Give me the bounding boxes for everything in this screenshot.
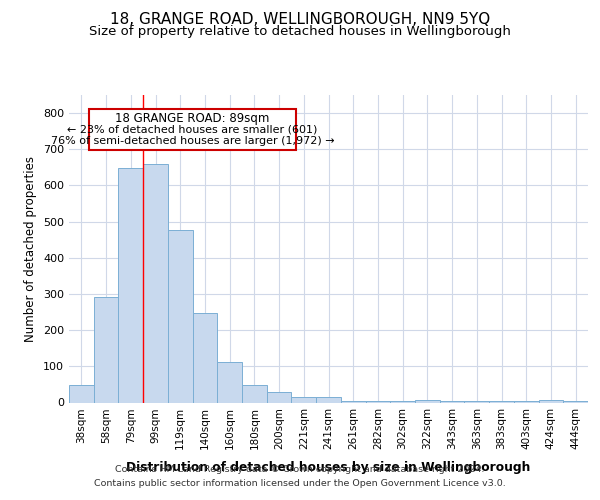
Bar [143,164,168,402]
Text: 76% of semi-detached houses are larger (1,972) →: 76% of semi-detached houses are larger (… [51,136,334,145]
Bar [217,362,242,403]
Bar [440,400,464,402]
Bar [168,230,193,402]
Text: Contains HM Land Registry data © Crown copyright and database right 2024.: Contains HM Land Registry data © Crown c… [115,465,485,474]
Bar [365,400,390,402]
Bar [267,392,292,402]
Bar [118,168,143,402]
Bar [464,400,489,402]
Text: Contains public sector information licensed under the Open Government Licence v3: Contains public sector information licen… [94,478,506,488]
Bar [415,400,440,402]
Bar [514,400,539,402]
Bar [563,400,588,402]
Bar [193,313,217,402]
Text: 18 GRANGE ROAD: 89sqm: 18 GRANGE ROAD: 89sqm [115,112,270,126]
Bar [242,385,267,402]
Text: ← 23% of detached houses are smaller (601): ← 23% of detached houses are smaller (60… [67,124,318,134]
Bar [539,400,563,402]
Bar [94,296,118,403]
Text: 18, GRANGE ROAD, WELLINGBOROUGH, NN9 5YQ: 18, GRANGE ROAD, WELLINGBOROUGH, NN9 5YQ [110,12,490,28]
Bar [69,386,94,402]
Y-axis label: Number of detached properties: Number of detached properties [25,156,37,342]
FancyBboxPatch shape [89,110,296,150]
Bar [341,400,365,402]
Bar [292,397,316,402]
Text: Size of property relative to detached houses in Wellingborough: Size of property relative to detached ho… [89,25,511,38]
X-axis label: Distribution of detached houses by size in Wellingborough: Distribution of detached houses by size … [127,460,530,473]
Bar [390,400,415,402]
Bar [316,398,341,402]
Bar [489,400,514,402]
